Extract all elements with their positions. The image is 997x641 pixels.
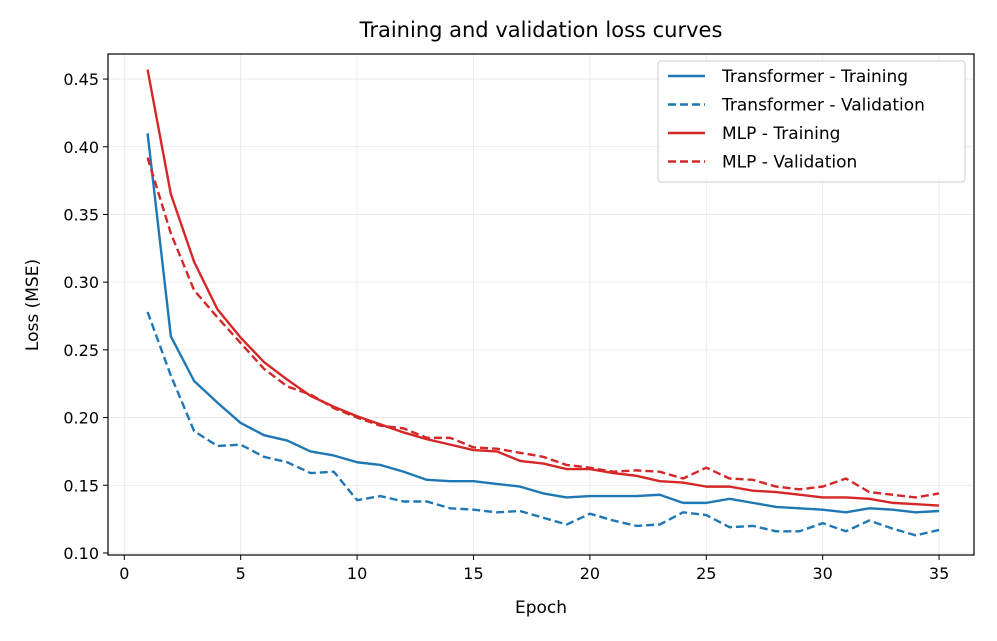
y-tick-label: 0.25	[63, 341, 99, 360]
x-tick-label: 10	[347, 564, 367, 583]
x-tick-label: 25	[696, 564, 716, 583]
legend: Transformer - Training Transformer - Vali…	[657, 60, 966, 183]
y-tick-label: 0.10	[63, 544, 99, 563]
series-line-transformer-training	[146, 133, 940, 514]
chart-title: Training and validation loss curves	[359, 18, 723, 42]
legend-label: Transformer - Training	[721, 67, 908, 87]
legend-label: Transformer - Validation	[721, 96, 925, 116]
y-axis-ticks: 0.10 0.15 0.20 0.25 0.30 0.35 0.40 0.45	[63, 70, 108, 563]
legend-label: MLP - Validation	[722, 153, 857, 173]
x-tick-label: 0	[119, 564, 129, 583]
series-line-transformer-validation	[146, 311, 940, 537]
y-tick-label: 0.45	[63, 70, 99, 89]
y-tick-label: 0.20	[63, 409, 99, 428]
x-tick-label: 20	[580, 564, 600, 583]
series-line-mlp-validation	[146, 157, 940, 499]
y-tick-label: 0.15	[63, 476, 99, 495]
legend-label: MLP - Training	[722, 124, 840, 144]
plot-frame	[107, 53, 975, 556]
x-axis-ticks: 0 5 10 15 20 25 30 35	[119, 555, 949, 583]
x-axis-label: Epoch	[515, 598, 567, 618]
x-tick-label: 30	[813, 564, 833, 583]
x-tick-label: 35	[929, 564, 949, 583]
legend-box	[657, 60, 966, 183]
x-tick-label: 15	[463, 564, 483, 583]
y-tick-label: 0.40	[63, 138, 99, 157]
y-tick-label: 0.35	[63, 205, 99, 224]
series-line-mlp-training	[146, 69, 940, 507]
series-lines	[146, 69, 940, 537]
x-tick-label: 5	[236, 564, 246, 583]
y-tick-label: 0.30	[63, 273, 99, 292]
y-axis-label: Loss (MSE)	[23, 259, 43, 351]
